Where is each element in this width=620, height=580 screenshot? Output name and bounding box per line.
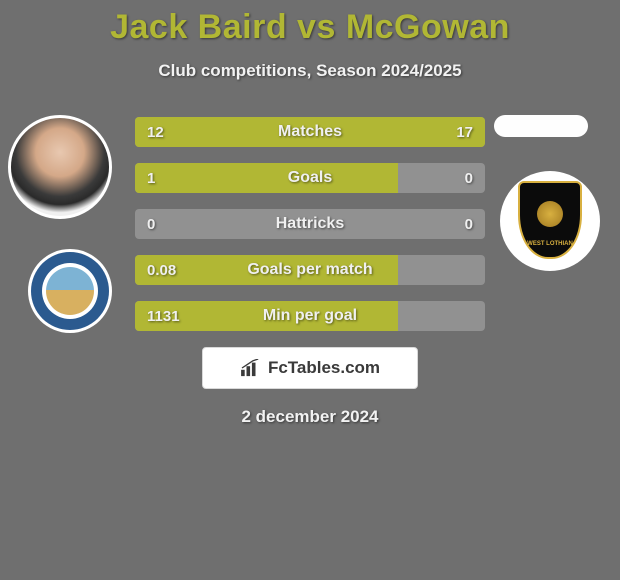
- stat-row: 1217Matches: [135, 117, 485, 147]
- vs-separator: vs: [287, 8, 346, 46]
- chart-icon: [240, 359, 262, 377]
- logo-text: FcTables.com: [268, 358, 380, 378]
- comparison-bars: 1217Matches 10Goals 00Hattricks 0.08Goals p…: [135, 115, 485, 331]
- stat-label: Hattricks: [135, 209, 485, 239]
- comparison-card: Jack Baird vs McGowan Club competitions,…: [0, 0, 620, 580]
- stat-row: 00Hattricks: [135, 209, 485, 239]
- stat-label: Goals: [135, 163, 485, 193]
- player1-club-badge: [28, 249, 112, 333]
- player2-club-badge: WEST LOTHIAN: [500, 171, 600, 271]
- player1-avatar: [8, 115, 112, 219]
- club-emblem: [537, 201, 563, 227]
- source-logo: FcTables.com: [202, 347, 418, 389]
- subtitle: Club competitions, Season 2024/2025: [0, 61, 620, 81]
- club-text: WEST LOTHIAN: [520, 241, 580, 247]
- main-area: WEST LOTHIAN 1217Matches 10Goals 00Hattric…: [0, 115, 620, 427]
- club-shield: WEST LOTHIAN: [518, 181, 582, 259]
- player2-avatar: [494, 115, 588, 137]
- player2-name: McGowan: [346, 8, 510, 46]
- stat-row: 0.08Goals per match: [135, 255, 485, 285]
- logo-bold: Fc: [268, 358, 288, 377]
- page-title: Jack Baird vs McGowan: [0, 0, 620, 47]
- player1-name: Jack Baird: [110, 8, 287, 46]
- stat-row: 1131Min per goal: [135, 301, 485, 331]
- stat-row: 10Goals: [135, 163, 485, 193]
- stat-label: Min per goal: [135, 301, 485, 331]
- logo-rest: Tables.com: [288, 358, 380, 377]
- stat-label: Goals per match: [135, 255, 485, 285]
- stat-label: Matches: [135, 117, 485, 147]
- club-inner: [46, 267, 94, 315]
- date-text: 2 december 2024: [0, 407, 620, 427]
